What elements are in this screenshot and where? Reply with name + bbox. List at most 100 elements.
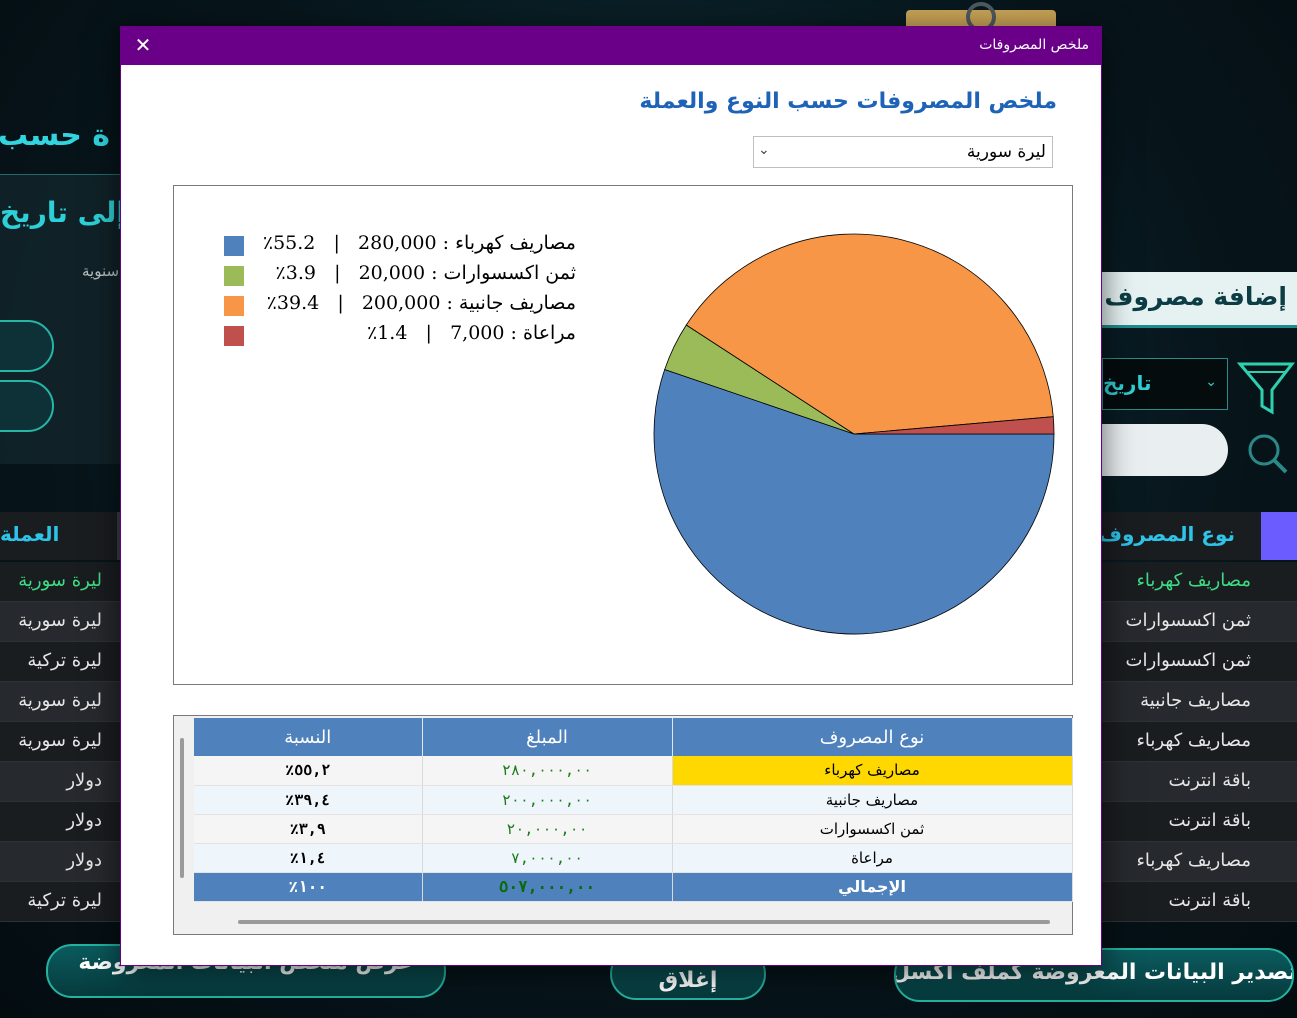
bg-add-expense-panel: إضافة مصروف <box>1102 272 1297 328</box>
bg-cell-currency: ليرة سورية <box>18 690 102 711</box>
bg-cell-expense-type: باقة انترنت <box>1168 770 1251 791</box>
summary-table: نوع المصروف المبلغ النسبة مصاريف كهرباء … <box>194 718 1073 902</box>
bg-table-row[interactable]: مصاريف جانبية <box>1102 682 1297 722</box>
bg-table-row[interactable]: ليرة سورية <box>0 602 120 642</box>
bg-table-row[interactable]: ليرة سورية <box>0 722 120 762</box>
bg-cell-currency: ليرة تركية <box>27 650 102 671</box>
legend-label: ثمن اكسسوارات : 20,000 | 3.9٪ <box>275 262 576 284</box>
bg-cell-expense-type: باقة انترنت <box>1168 810 1251 831</box>
cell-percent[interactable]: ٣٩,٤٪ <box>194 785 423 815</box>
bg-date-dropdown[interactable]: تاريخ ⌄ <box>1102 358 1228 410</box>
pie-slice <box>653 368 1055 635</box>
pie-slice <box>685 233 1054 435</box>
bg-cell-currency: دولار <box>66 810 102 831</box>
expense-summary-dialog: ملخص المصروفات ✕ ملخص المصروفات حسب النو… <box>120 26 1102 966</box>
total-row[interactable]: الإجمالي ٥٠٧,٠٠٠,٠٠ ١٠٠٪ <box>194 872 1073 902</box>
grid-vertical-scrollbar[interactable] <box>180 738 184 878</box>
bg-table-row[interactable]: ثمن اكسسوارات <box>1102 642 1297 682</box>
legend-swatch <box>224 296 244 316</box>
close-icon[interactable]: ✕ <box>134 33 152 57</box>
cell-total-amount[interactable]: ٥٠٧,٠٠٠,٠٠ <box>422 872 673 902</box>
cell-amount[interactable]: ٢٨٠,٠٠٠,٠٠ <box>422 756 673 786</box>
chevron-down-icon: ⌄ <box>1205 374 1217 390</box>
bg-table-row[interactable]: دولار <box>0 842 120 882</box>
col-header-amount[interactable]: المبلغ <box>422 718 673 756</box>
bg-cell-expense-type: مصاريف كهرباء <box>1136 850 1251 871</box>
bg-cell-currency: دولار <box>66 850 102 871</box>
bg-cell-expense-type: ثمن اكسسوارات <box>1125 610 1251 631</box>
bg-table-header-left: العملة <box>0 512 120 560</box>
bg-table-row[interactable]: مصاريف كهرباء <box>1102 842 1297 882</box>
bg-currency-header: العملة <box>0 522 60 546</box>
bg-cell-currency: ليرة سورية <box>18 730 102 751</box>
dialog-heading: ملخص المصروفات حسب النوع والعملة <box>639 89 1057 114</box>
cell-type[interactable]: مراعاة <box>672 843 1073 873</box>
cell-amount[interactable]: ٧,٠٠٠,٠٠ <box>422 843 673 873</box>
currency-select-value: ليرة سورية <box>966 142 1046 162</box>
bg-table-row[interactable]: ليرة تركية <box>0 642 120 682</box>
cell-percent[interactable]: ٣,٩٪ <box>194 814 423 844</box>
grid-header-row: نوع المصروف المبلغ النسبة <box>194 718 1073 756</box>
bg-table-row[interactable]: دولار <box>0 762 120 802</box>
cell-amount[interactable]: ٢٠,٠٠٠,٠٠ <box>422 814 673 844</box>
bg-to-date-label: إلى تاريخ <box>0 196 127 229</box>
cell-type[interactable]: مصاريف كهرباء <box>672 756 1073 786</box>
table-row[interactable]: مراعاة ٧,٠٠٠,٠٠ ١,٤٪ <box>194 843 1073 873</box>
cell-amount[interactable]: ٢٠٠,٠٠٠,٠٠ <box>422 785 673 815</box>
legend-label: مصاريف كهرباء : 280,000 | 55.2٪ <box>262 232 576 254</box>
bg-table-row[interactable]: باقة انترنت <box>1102 802 1297 842</box>
bg-cell-expense-type: ثمن اكسسوارات <box>1125 650 1251 671</box>
dialog-titlebar: ملخص المصروفات ✕ <box>121 27 1101 65</box>
bg-cell-expense-type: مصاريف كهرباء <box>1136 730 1251 751</box>
bg-table-row[interactable]: ثمن اكسسوارات <box>1102 602 1297 642</box>
pie-slice <box>853 416 1055 435</box>
currency-select[interactable]: ليرة سورية ⌄ <box>753 136 1053 168</box>
cell-percent[interactable]: ٥٥,٢٪ <box>194 756 423 786</box>
bg-search-input[interactable] <box>1102 424 1228 476</box>
grid-horizontal-scrollbar[interactable] <box>238 920 1050 924</box>
cell-percent[interactable]: ١,٤٪ <box>194 843 423 873</box>
bg-table-row[interactable]: ليرة سورية <box>0 562 120 602</box>
bg-cell-expense-type: باقة انترنت <box>1168 890 1251 911</box>
bg-add-expense-title: إضافة مصروف <box>1104 282 1287 311</box>
bg-cell-expense-type: مصاريف كهرباء <box>1136 570 1251 591</box>
legend-label: مراعاة : 7,000 | 1.4٪ <box>367 322 576 344</box>
cell-total-percent[interactable]: ١٠٠٪ <box>194 872 423 902</box>
bg-date-input-2[interactable] <box>0 380 54 432</box>
table-row[interactable]: مصاريف جانبية ٢٠٠,٠٠٠,٠٠ ٣٩,٤٪ <box>194 785 1073 815</box>
bg-cell-currency: ليرة سورية <box>18 610 102 631</box>
bg-table-row[interactable]: مصاريف كهرباء <box>1102 722 1297 762</box>
chevron-down-icon[interactable]: ⌄ <box>758 142 770 158</box>
bg-row-selector[interactable] <box>1261 512 1297 560</box>
bg-date-dropdown-text: تاريخ <box>1103 371 1152 395</box>
bg-table-header-right: نوع المصروف <box>1099 512 1297 560</box>
legend-label: مصاريف جانبية : 200,000 | 39.4٪ <box>266 292 576 314</box>
bg-table-row[interactable]: باقة انترنت <box>1102 762 1297 802</box>
cell-type[interactable]: ثمن اكسسوارات <box>672 814 1073 844</box>
legend-swatch <box>224 326 244 346</box>
cell-type[interactable]: مصاريف جانبية <box>672 785 1073 815</box>
bg-date-input-1[interactable] <box>0 320 54 372</box>
bg-table-row[interactable]: مصاريف كهرباء <box>1102 562 1297 602</box>
pie-chart <box>653 233 1055 635</box>
col-header-percent[interactable]: النسبة <box>194 718 423 756</box>
bg-table-row[interactable]: باقة انترنت <box>1102 882 1297 922</box>
table-row[interactable]: ثمن اكسسوارات ٢٠,٠٠٠,٠٠ ٣,٩٪ <box>194 814 1073 844</box>
bg-period-text: سنوية <box>82 262 120 280</box>
col-header-type[interactable]: نوع المصروف <box>672 718 1073 756</box>
bg-table-row[interactable]: ليرة تركية <box>0 882 120 922</box>
pie-chart-panel: مصاريف كهرباء : 280,000 | 55.2٪ ثمن اكسسو… <box>173 185 1073 685</box>
table-row[interactable]: مصاريف كهرباء ٢٨٠,٠٠٠,٠٠ ٥٥,٢٪ <box>194 756 1073 786</box>
bg-table-row[interactable]: دولار <box>0 802 120 842</box>
bg-cell-currency: ليرة سورية <box>18 570 102 591</box>
search-icon[interactable] <box>1244 430 1290 476</box>
cell-total-label[interactable]: الإجمالي <box>672 872 1073 902</box>
filter-icon[interactable] <box>1236 360 1296 416</box>
bg-cell-expense-type: مصاريف جانبية <box>1140 690 1251 711</box>
bg-table-row[interactable]: ليرة سورية <box>0 682 120 722</box>
summary-grid: نوع المصروف المبلغ النسبة مصاريف كهرباء … <box>173 715 1073 935</box>
bg-report-heading: ة حسب الت <box>0 118 110 153</box>
bg-cell-currency: دولار <box>66 770 102 791</box>
dialog-title: ملخص المصروفات <box>979 37 1089 53</box>
